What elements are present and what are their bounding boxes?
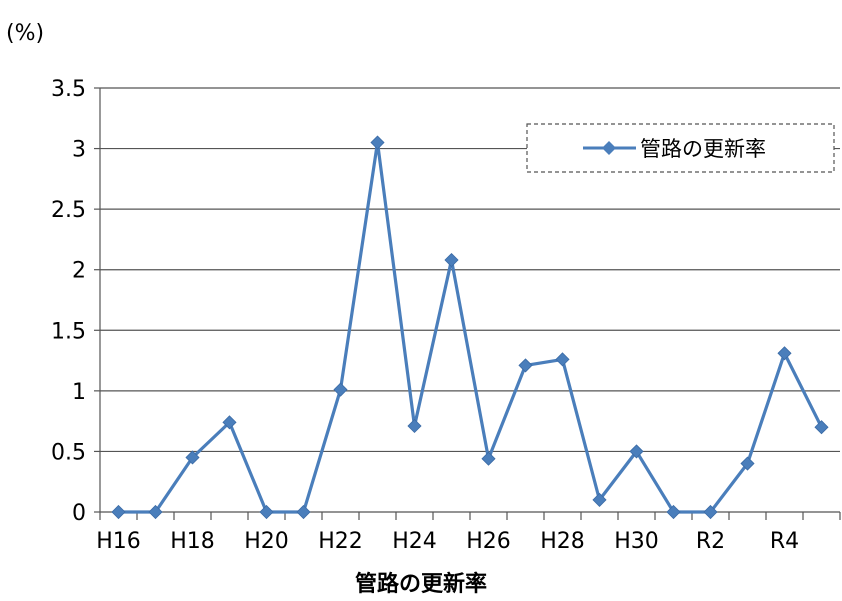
data-point bbox=[333, 382, 348, 397]
data-point bbox=[666, 504, 681, 520]
data-point bbox=[555, 352, 570, 367]
data-point bbox=[592, 492, 607, 507]
data-point bbox=[407, 418, 422, 434]
data-point bbox=[777, 346, 792, 361]
x-tick-label: H22 bbox=[318, 529, 363, 554]
legend-marker bbox=[602, 141, 616, 155]
data-point bbox=[148, 504, 163, 520]
data-point bbox=[296, 504, 311, 520]
y-tick-label: 3.5 bbox=[51, 77, 86, 102]
data-point bbox=[481, 451, 496, 466]
x-axis-title: 管路の更新率 bbox=[355, 571, 487, 597]
x-tick-label: H28 bbox=[540, 529, 585, 554]
data-point bbox=[111, 504, 126, 520]
data-point bbox=[814, 420, 829, 435]
data-point bbox=[444, 252, 459, 268]
series-group bbox=[111, 135, 829, 520]
gridlines bbox=[100, 87, 840, 453]
data-point bbox=[370, 135, 385, 150]
x-tick-label: H18 bbox=[170, 529, 215, 554]
data-point bbox=[222, 415, 237, 430]
y-tick-label: 1.5 bbox=[51, 319, 86, 344]
legend: 管路の更新率 bbox=[526, 123, 835, 173]
y-unit-label: (%) bbox=[6, 21, 44, 46]
x-tick-label: H16 bbox=[96, 529, 141, 554]
x-tick-label: R4 bbox=[770, 529, 799, 554]
legend-label: 管路の更新率 bbox=[640, 137, 766, 161]
x-tick-label: H30 bbox=[614, 529, 659, 554]
data-point bbox=[703, 504, 718, 520]
series-line bbox=[118, 140, 823, 514]
x-tick-label: H26 bbox=[466, 529, 511, 554]
data-point bbox=[518, 358, 533, 373]
data-point bbox=[259, 504, 274, 520]
y-tick-label: 2.5 bbox=[51, 198, 86, 223]
y-tick-labels: 0 0.5 1 1.5 2 2.5 3 3.5 bbox=[51, 77, 86, 526]
data-point bbox=[740, 456, 755, 471]
y-tick-label: 1 bbox=[72, 380, 86, 405]
y-tick-label: 0 bbox=[72, 501, 86, 526]
data-point bbox=[185, 450, 200, 465]
x-tick-label: H20 bbox=[244, 529, 289, 554]
data-point bbox=[629, 444, 644, 459]
y-tick-label: 2 bbox=[72, 259, 86, 284]
x-tick-label: H24 bbox=[392, 529, 437, 554]
x-tick-label: R2 bbox=[696, 529, 725, 554]
x-tick-labels: H16 H18 H20 H22 H24 H26 H28 H30 R2 R4 bbox=[96, 529, 799, 554]
y-tick-label: 3 bbox=[72, 138, 86, 163]
y-tick-label: 0.5 bbox=[51, 440, 86, 465]
legend-box bbox=[526, 123, 835, 173]
